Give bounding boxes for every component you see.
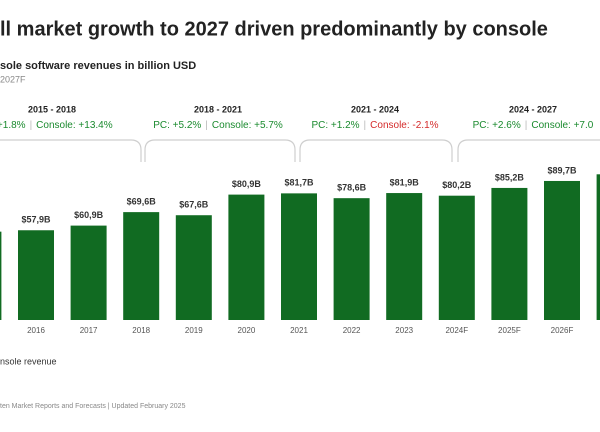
value-label: $80,2B xyxy=(442,180,472,190)
x-tick-label: 2026F xyxy=(551,326,574,335)
separator: | xyxy=(205,120,208,131)
value-label: $85,2B xyxy=(495,172,525,182)
console-growth: Console: +13.4% xyxy=(36,120,113,131)
period-range: 2015 - 2018 xyxy=(28,104,76,114)
bar xyxy=(123,212,160,320)
brace xyxy=(299,139,453,162)
value-label: $60,9B xyxy=(74,210,104,220)
bar xyxy=(70,225,107,320)
bar xyxy=(175,215,212,320)
period-growth: PC: +1.2% | Console: -2.1% xyxy=(311,120,438,131)
pc-growth: PC: +5.2% xyxy=(153,120,201,131)
x-tick-label: 2022 xyxy=(343,326,361,335)
x-tick-label: 2017 xyxy=(80,326,98,335)
x-tick-label: 2023 xyxy=(395,326,413,335)
brace xyxy=(0,139,142,162)
value-label: $81,9B xyxy=(390,177,420,187)
source: ten Market Reports and Forecasts | Updat… xyxy=(0,403,186,410)
separator: | xyxy=(364,120,367,131)
chart-title: ll market growth to 2027 driven predomin… xyxy=(0,18,548,40)
value-label: $89,7B xyxy=(547,165,577,175)
value-label: $69,6B xyxy=(127,196,157,206)
console-growth: Console: +5.7% xyxy=(212,120,283,131)
bar xyxy=(333,198,370,320)
x-tick-label: 2020 xyxy=(238,326,256,335)
period-range: 2018 - 2021 xyxy=(194,104,242,114)
bar xyxy=(544,180,580,320)
value-label: $80,9B xyxy=(232,179,262,189)
bar xyxy=(0,231,2,320)
period-growth: PC: +2.6% | Console: +7.0 xyxy=(473,120,594,131)
bar xyxy=(228,194,265,320)
period-growth: PC: +5.2% | Console: +5.7% xyxy=(153,120,283,131)
pc-growth: : +1.8% xyxy=(0,120,26,131)
value-label: $57,9B xyxy=(21,215,51,225)
legend-label: nsole revenue xyxy=(0,356,57,366)
chart-subtitle: sole software revenues in billion USD xyxy=(0,60,196,72)
brace xyxy=(144,139,296,162)
period-range: 2021 - 2024 xyxy=(351,104,399,114)
brace xyxy=(457,139,600,162)
bar xyxy=(438,195,475,320)
x-tick-label: 2025F xyxy=(498,326,521,335)
console-growth: Console: +7.0 xyxy=(531,120,593,131)
value-label: $78,6B xyxy=(337,183,367,193)
value-label: $81,7B xyxy=(284,178,314,188)
separator: | xyxy=(525,120,528,131)
x-tick-label: 2016 xyxy=(27,326,45,335)
value-label: $67,6B xyxy=(179,200,209,210)
bar xyxy=(281,193,317,320)
x-tick-label: 2018 xyxy=(132,326,150,335)
x-tick-label: 2019 xyxy=(185,326,203,335)
console-growth: Console: -2.1% xyxy=(370,120,438,131)
pc-growth: PC: +2.6% xyxy=(473,120,521,131)
note: 2027F xyxy=(0,74,26,84)
pc-growth: PC: +1.2% xyxy=(311,120,359,131)
period-braces xyxy=(0,139,600,162)
bar xyxy=(596,174,600,320)
x-tick-label: 2024F xyxy=(445,326,468,335)
bar xyxy=(18,230,54,320)
x-tick-label: 2021 xyxy=(290,326,308,335)
separator: | xyxy=(30,120,33,131)
bar xyxy=(491,187,528,320)
bar xyxy=(386,193,423,320)
period-range: 2024 - 2027 xyxy=(509,104,557,114)
period-growth: : +1.8% |Console: +13.4% xyxy=(0,120,113,131)
